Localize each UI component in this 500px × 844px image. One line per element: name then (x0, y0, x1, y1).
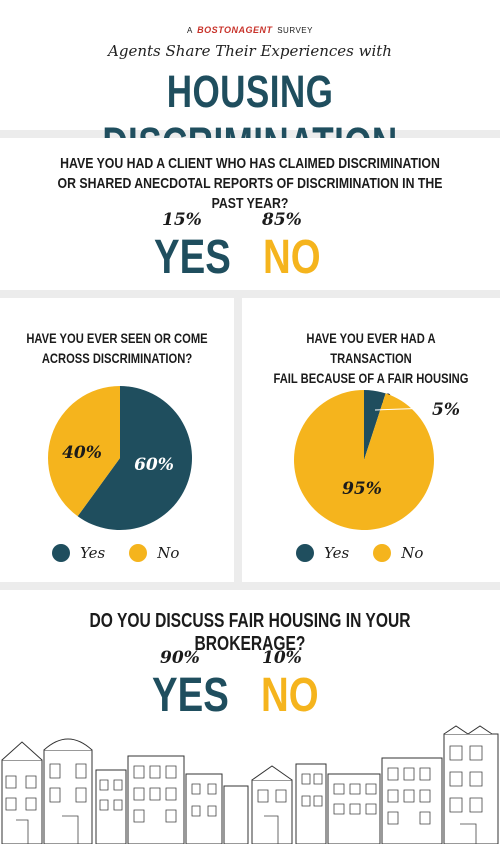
legend-yes-swatch (296, 544, 314, 562)
pie-leader-line (374, 407, 431, 411)
legend-no-swatch (129, 544, 148, 562)
bostonagent-logo: BOSTONAGENT (197, 25, 273, 35)
pie-slice-yes (77, 386, 192, 530)
legend-no-swatch (373, 544, 392, 562)
pie-label-no: 40% (62, 443, 102, 463)
legend-no-label: No (157, 544, 180, 562)
brand-suffix: SURVEY (277, 26, 313, 35)
question-1-line-1: HAVE YOU HAD A CLIENT WHO HAS CLAIMED DI… (60, 155, 440, 172)
question-2-line-2: ACROSS DISCRIMINATION? (41, 350, 193, 366)
question-1-yes-percent: 15% (162, 210, 202, 230)
question-3-line-1: HAVE YOU EVER HAD A TRANSACTION (306, 330, 436, 366)
question-1-panel: HAVE YOU HAD A CLIENT WHO HAS CLAIMED DI… (0, 138, 500, 290)
pie-slice-no (294, 390, 434, 530)
legend-yes-label: Yes (324, 544, 350, 562)
pie-chart-seen-discrimination: 60% 40% (48, 386, 192, 530)
question-4-yes-percent: 90% (160, 648, 200, 668)
question-1-text: HAVE YOU HAD A CLIENT WHO HAS CLAIMED DI… (45, 154, 455, 214)
pie-label-no: 95% (342, 479, 382, 499)
legend-item-no: No (129, 544, 179, 562)
pie-chart-transaction-fail: 5% 95% (294, 390, 460, 530)
legend-item-yes: Yes (52, 544, 105, 562)
question-1-line-2: OR SHARED ANECDOTAL REPORTS OF DISCRIMIN… (57, 175, 443, 212)
question-4-text: DO YOU DISCUSS FAIR HOUSING IN YOUR BROK… (89, 610, 411, 655)
legend-yes-swatch (52, 544, 70, 562)
question-4-yes-label: YES (152, 669, 229, 722)
question-2-text: HAVE YOU EVER SEEN OR COME ACROSS DISCRI… (23, 328, 210, 368)
legend-no-label: No (401, 544, 424, 562)
brand-line: A BOSTONAGENT SURVEY (0, 25, 500, 35)
question-3-panel: HAVE YOU EVER HAD A TRANSACTION FAIL BEC… (242, 298, 500, 582)
question-1-no-percent: 85% (262, 210, 302, 230)
pie-label-yes: 5% (432, 400, 460, 420)
question-4-no-label: NO (261, 669, 319, 722)
question-2-legend: Yes No (52, 544, 203, 562)
question-2-panel: HAVE YOU EVER SEEN OR COME ACROSS DISCRI… (0, 298, 234, 582)
question-3-legend: Yes No (296, 544, 447, 562)
question-4-no-percent: 10% (262, 648, 302, 668)
pie-slice-no (48, 386, 120, 517)
legend-yes-label: Yes (80, 544, 106, 562)
question-1-yes-label: YES (154, 231, 231, 284)
page-subtitle: Agents Share Their Experiences with (108, 42, 392, 60)
cityscape-illustration (1, 725, 499, 844)
question-2-line-1: HAVE YOU EVER SEEN OR COME (26, 330, 208, 346)
brand-prefix: A (187, 26, 193, 35)
question-1-no-label: NO (263, 231, 321, 284)
legend-item-no: No (373, 544, 423, 562)
pie-slice-yes (364, 390, 386, 460)
header-panel: A BOSTONAGENT SURVEY Agents Share Their … (0, 0, 500, 169)
legend-item-yes: Yes (296, 544, 349, 562)
pie-label-yes: 60% (134, 455, 174, 475)
